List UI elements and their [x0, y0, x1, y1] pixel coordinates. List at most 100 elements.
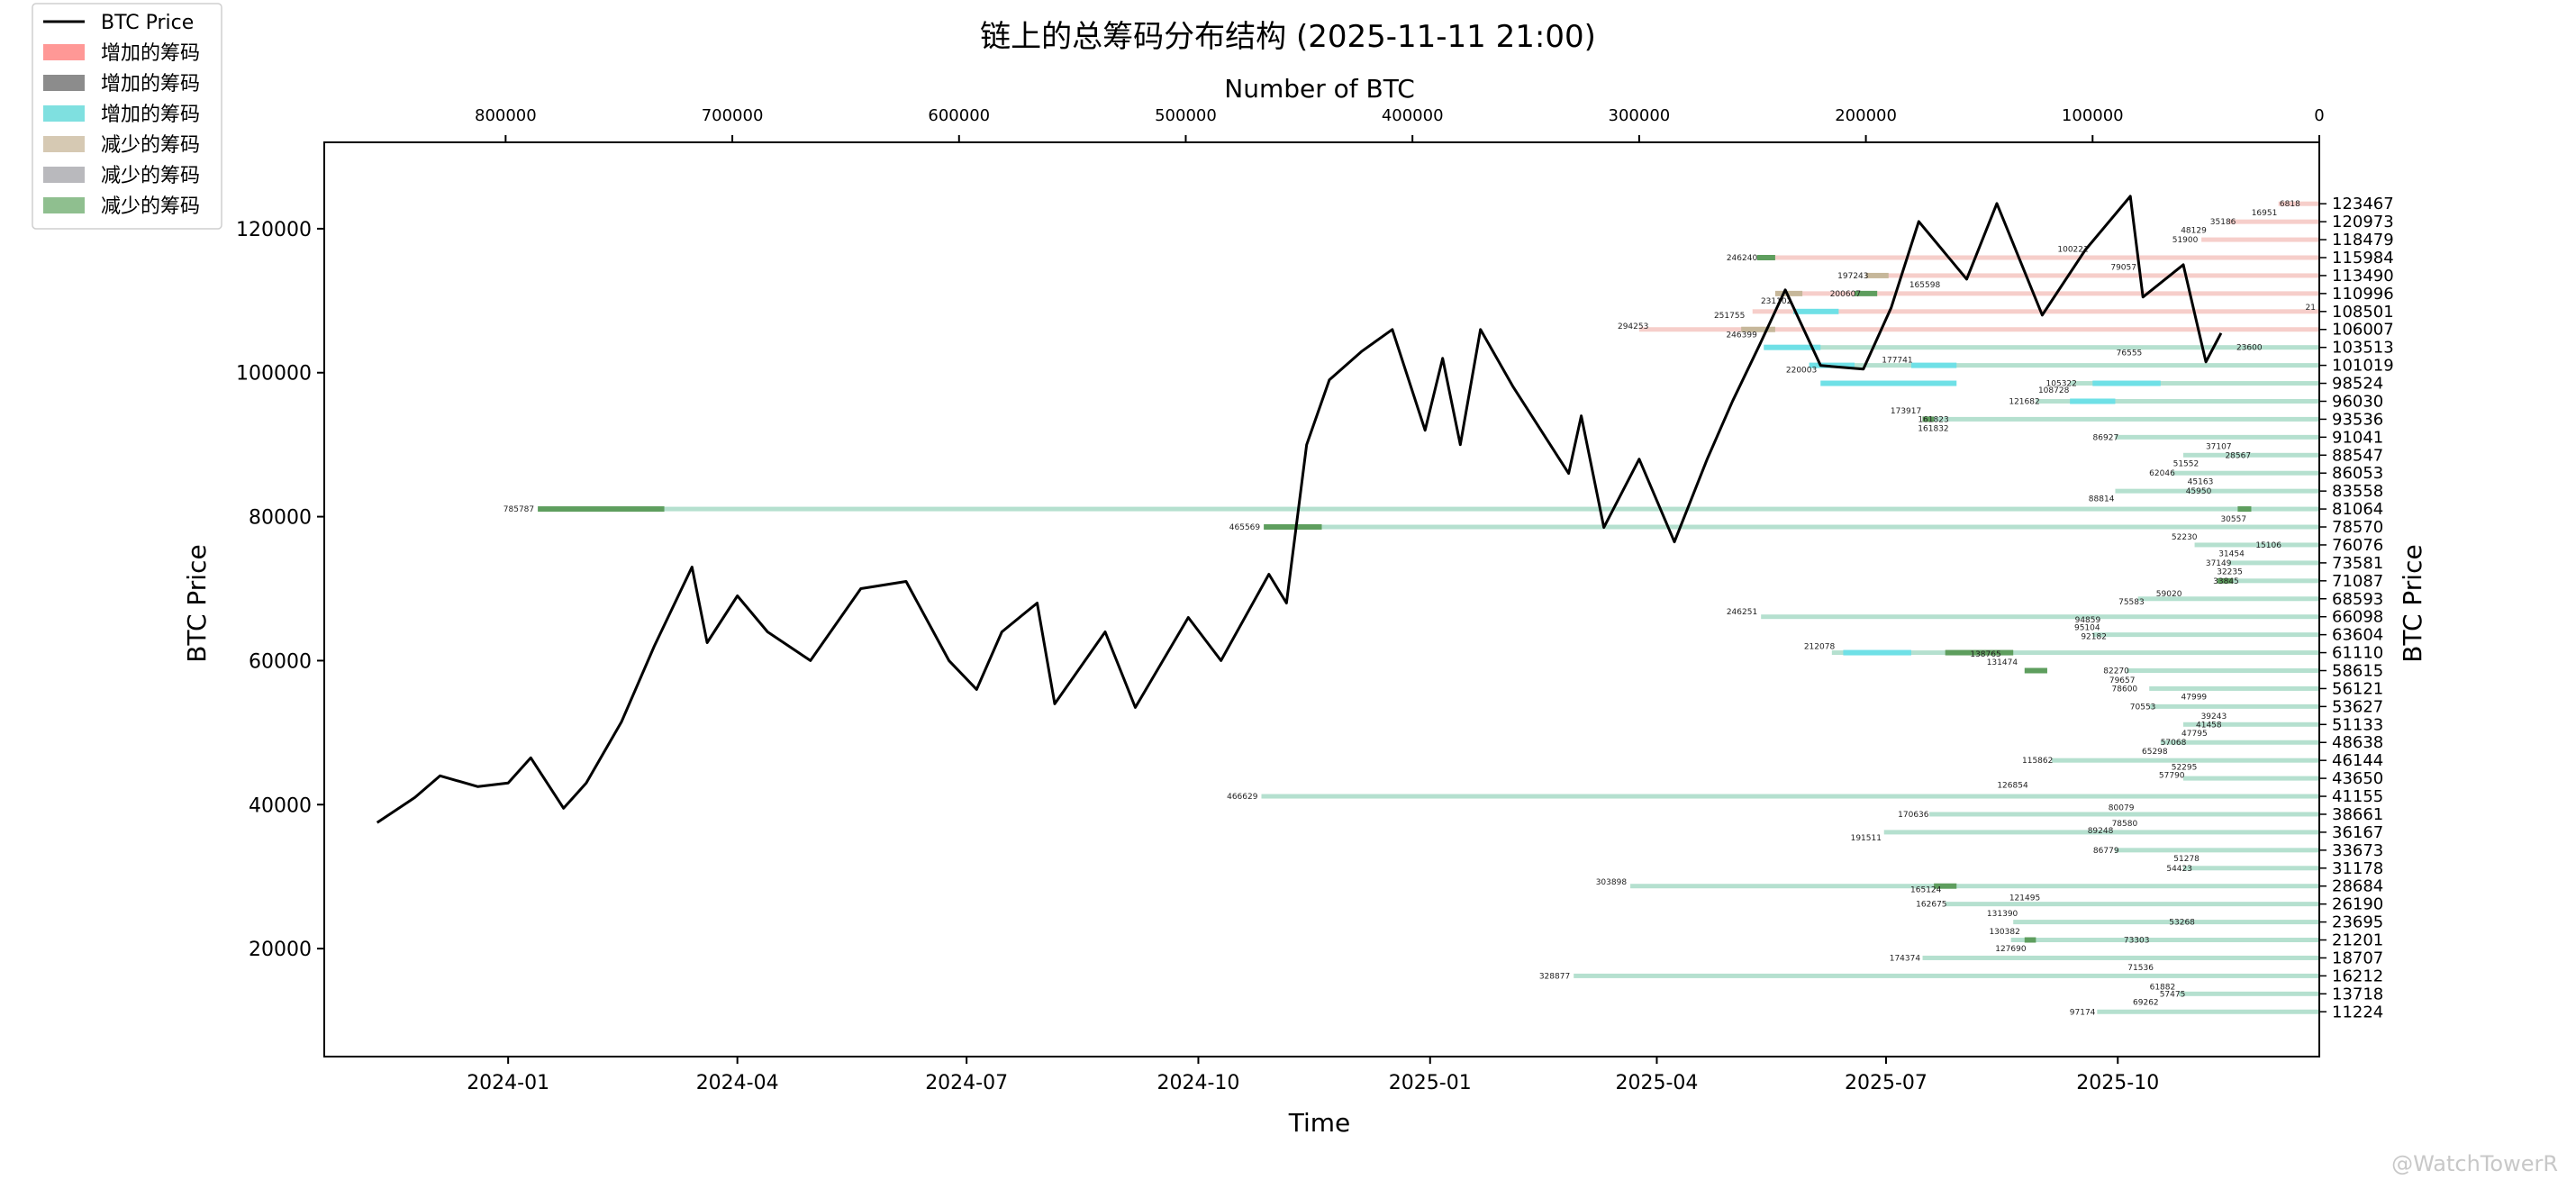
- top-x-tick-label: 800000: [475, 106, 537, 125]
- segment-value-label: 108728: [2038, 386, 2070, 395]
- top-x-axis-label: Number of BTC: [1224, 74, 1415, 104]
- segment-value-label: 162675: [1916, 901, 1946, 910]
- distribution-bar: [2070, 381, 2319, 386]
- segment-value-label: 37107: [2206, 442, 2232, 451]
- legend-label: 减少的筹码: [101, 134, 200, 157]
- right-y-tick-label: 46144: [2332, 751, 2383, 770]
- top-x-tick-label: 600000: [928, 106, 990, 125]
- y-tick-label: 60000: [249, 650, 312, 673]
- change-segment-reduced-green: [1922, 416, 1935, 422]
- segment-value-label: 57475: [2160, 990, 2186, 999]
- right-y-tick-label: 38661: [2332, 805, 2383, 824]
- segment-value-label: 86779: [2093, 847, 2119, 856]
- segment-value-label: 61882: [2150, 983, 2176, 992]
- change-segment-reduced-green: [2024, 937, 2036, 943]
- y-tick-label: 80000: [249, 507, 312, 530]
- segment-value-label: 45163: [2188, 477, 2214, 486]
- y-axis-ticks: 20000 40000 60000 80000 100000 120000: [236, 219, 324, 961]
- change-segment-added-cyan: [1843, 649, 1911, 656]
- segment-value-label: 52230: [2172, 533, 2198, 542]
- change-segment-reduced-green: [2024, 667, 2047, 674]
- distribution-bar: [2127, 668, 2319, 674]
- segment-value-label: 174374: [1890, 954, 1921, 963]
- segment-value-label: 82270: [2103, 667, 2129, 676]
- segment-value-label: 197243: [1837, 272, 1868, 281]
- segment-value-label: 200607: [1830, 290, 1861, 299]
- x-tick-label: 2024-07: [925, 1072, 1008, 1094]
- right-y-tick-label: 31178: [2332, 859, 2383, 878]
- segment-value-label: 246240: [1727, 254, 1758, 263]
- change-segment-added-cyan: [1820, 380, 1957, 386]
- x-tick-label: 2024-04: [696, 1072, 779, 1094]
- x-tick-label: 2024-01: [467, 1072, 549, 1094]
- right-y-tick-label: 113490: [2332, 267, 2394, 286]
- x-axis-ticks: 2024-01 2024-04 2024-07 2024-10 2025-01 2025-…: [467, 1057, 2159, 1094]
- right-y-tick-label: 11224: [2332, 1003, 2383, 1021]
- segment-value-label: 303898: [1596, 878, 1628, 887]
- right-y-tick-label: 103513: [2332, 339, 2394, 358]
- x-tick-label: 2025-07: [1845, 1072, 1927, 1094]
- right-y-tick-label: 66098: [2332, 608, 2383, 627]
- right-y-tick-label: 76076: [2332, 536, 2383, 555]
- change-segment-reduced-tan: [1774, 290, 1803, 296]
- right-y-tick-label: 86053: [2332, 464, 2383, 483]
- segment-value-label: 785787: [503, 505, 534, 514]
- segment-value-label: 212078: [1804, 642, 1836, 651]
- distribution-bar: [2178, 991, 2319, 996]
- right-y-tick-label: 53627: [2332, 697, 2383, 716]
- distribution-bar: [2115, 434, 2319, 440]
- distribution-bars: [538, 201, 2319, 1014]
- right-y-tick-label: 118479: [2332, 231, 2394, 250]
- segment-value-label: 28567: [2225, 451, 2251, 460]
- segment-value-label: 94859: [2075, 616, 2101, 625]
- right-y-tick-label: 81064: [2332, 500, 2383, 519]
- distribution-bar: [1761, 614, 2319, 620]
- right-y-tick-label: 13718: [2332, 985, 2383, 1003]
- segment-value-label: 131390: [1987, 910, 2018, 919]
- segment-value-label: 105322: [2046, 380, 2077, 389]
- change-segment-reduced-green: [1855, 290, 1878, 296]
- distribution-bar: [2228, 578, 2319, 584]
- segment-value-label: 57068: [2161, 739, 2187, 748]
- segment-value-label: 73303: [2124, 937, 2150, 946]
- segment-value-label: 173917: [1891, 407, 1921, 416]
- segment-value-label: 130382: [1989, 928, 2019, 937]
- distribution-bar: [1809, 363, 2319, 368]
- legend-swatch-patch: [43, 136, 85, 152]
- distribution-bar: [2182, 776, 2319, 781]
- right-y-tick-label: 61110: [2332, 644, 2383, 663]
- segment-value-label: 45950: [2186, 487, 2212, 496]
- distribution-bar: [2115, 488, 2319, 494]
- btc-price-line: [376, 195, 2223, 824]
- legend-label: BTC Price: [101, 12, 194, 34]
- distribution-bar: [538, 506, 2319, 512]
- segment-value-label: 246399: [1726, 331, 1757, 340]
- change-segment-added-cyan: [1793, 308, 1839, 314]
- right-y-tick-label: 93536: [2332, 410, 2383, 429]
- segment-value-label: 37149: [2206, 559, 2232, 568]
- segment-value-label: 62046: [2149, 469, 2175, 478]
- segment-value-label: 32235: [2217, 567, 2243, 576]
- right-y-tick-label: 16212: [2332, 967, 2383, 985]
- segment-value-label: 97174: [2070, 1008, 2096, 1017]
- distribution-bar: [2010, 938, 2319, 943]
- segment-value-label: 251755: [1714, 312, 1745, 321]
- right-y-tick-label: 36167: [2332, 823, 2383, 842]
- segment-value-label: 165124: [1910, 886, 1942, 895]
- segment-value-label: 53268: [2169, 919, 2195, 928]
- segment-value-label: 52295: [2172, 764, 2198, 773]
- distribution-bar: [2160, 740, 2319, 745]
- right-y-tick-label: 78570: [2332, 518, 2383, 537]
- segment-value-label: 75583: [2118, 598, 2145, 607]
- legend-swatch-patch: [43, 167, 85, 183]
- segment-value-label: 39243: [2201, 712, 2227, 722]
- distribution-bar: [1574, 973, 2319, 978]
- y-tick-label: 40000: [249, 794, 312, 817]
- change-segment-reduced-green: [1264, 524, 1322, 531]
- segment-value-label: 48129: [2181, 227, 2207, 236]
- distribution-bar: [2137, 596, 2319, 602]
- distribution-bar: [2228, 560, 2319, 566]
- segment-value-label: 80079: [2109, 803, 2135, 812]
